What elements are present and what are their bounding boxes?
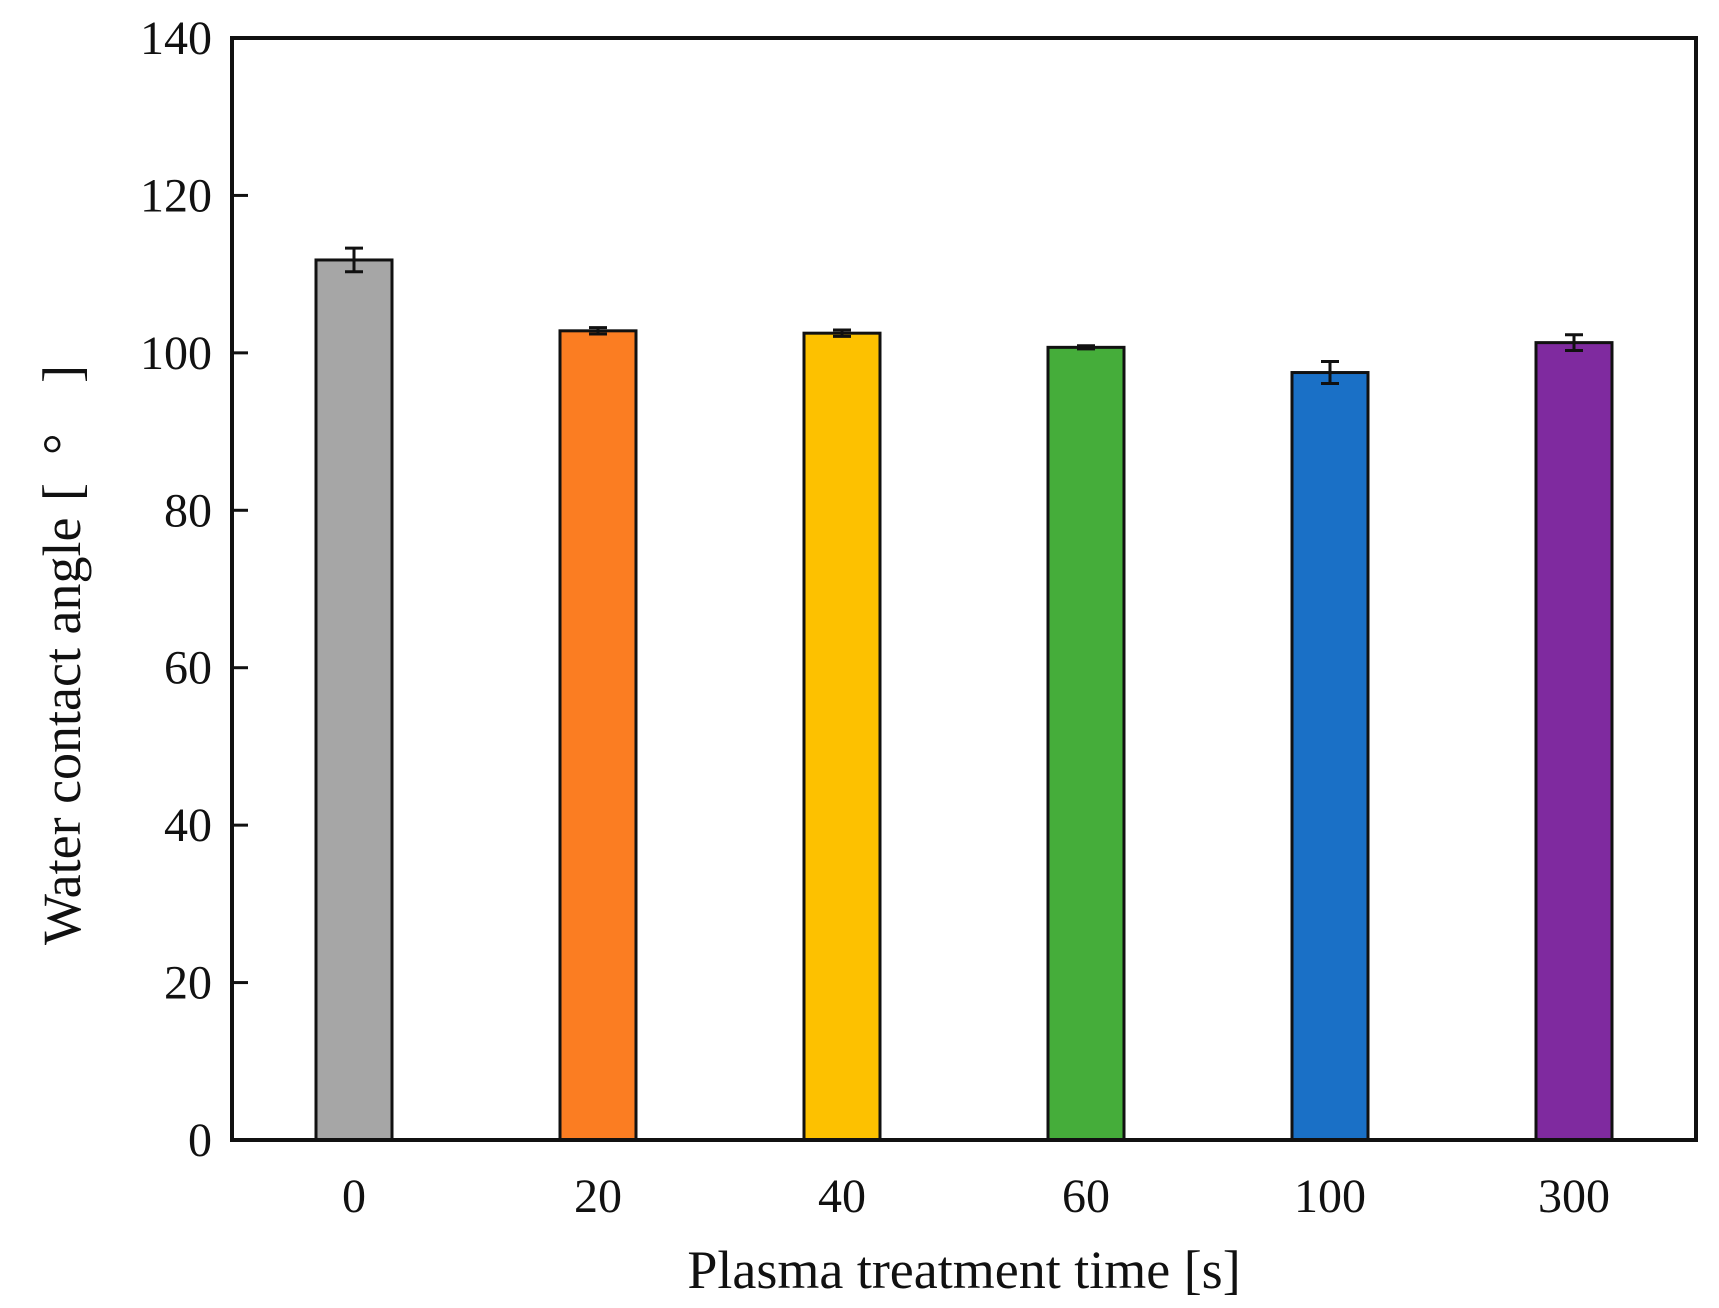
y-axis-title: Water contact angle [ ° ] xyxy=(32,365,92,945)
x-tick-label-0: 0 xyxy=(342,1170,366,1223)
bar-60 xyxy=(1046,345,1126,1142)
bar-20 xyxy=(558,329,638,1142)
bars-layer xyxy=(314,246,1614,1142)
y-tick-label: 60 xyxy=(164,642,212,695)
y-axis-title-text: Water contact angle xyxy=(32,518,92,945)
x-axis: 0 20 40 60 100 300 xyxy=(342,1170,1610,1223)
y-tick-label: 0 xyxy=(188,1114,212,1167)
bar-40 xyxy=(802,331,882,1142)
x-tick-label-100: 100 xyxy=(1294,1170,1366,1223)
y-axis: 0 20 40 60 80 100 120 140 xyxy=(140,12,248,1167)
x-tick-label-40: 40 xyxy=(818,1170,866,1223)
bar-100 xyxy=(1290,371,1370,1142)
x-axis-title: Plasma treatment time [s] xyxy=(687,1240,1240,1300)
plot-area-frame xyxy=(230,36,1698,1142)
y-tick-label: 20 xyxy=(164,957,212,1010)
y-tick-label: 140 xyxy=(140,12,212,65)
y-axis-unit-degree: ° xyxy=(32,433,92,455)
y-tick-label: 120 xyxy=(140,169,212,222)
y-tick-label: 80 xyxy=(164,484,212,537)
bar-0 xyxy=(314,258,394,1142)
y-axis-unit-close: ] xyxy=(32,365,92,383)
x-tick-label-300: 300 xyxy=(1538,1170,1610,1223)
y-tick-label: 40 xyxy=(164,799,212,852)
y-axis-unit-open: [ xyxy=(32,483,92,501)
bar-300 xyxy=(1534,341,1614,1142)
x-tick-label-20: 20 xyxy=(574,1170,622,1223)
y-tick-label: 100 xyxy=(140,327,212,380)
x-tick-label-60: 60 xyxy=(1062,1170,1110,1223)
